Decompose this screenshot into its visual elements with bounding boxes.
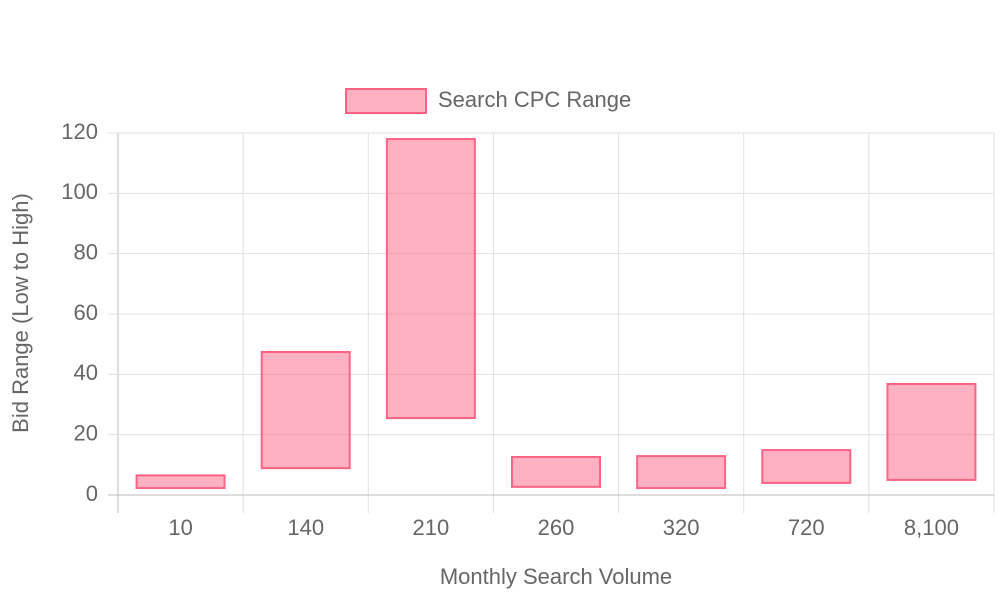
y-axis-label: Bid Range (Low to High) [8, 193, 33, 433]
bar [385, 138, 476, 420]
x-tick-label: 720 [788, 515, 825, 540]
x-tick-label: 320 [663, 515, 700, 540]
y-tick-label: 60 [74, 300, 98, 325]
x-tick-label: 210 [412, 515, 449, 540]
x-tick-label: 140 [287, 515, 324, 540]
bar [761, 449, 852, 484]
y-tick-label: 20 [74, 420, 98, 445]
y-tick-label: 120 [61, 119, 98, 144]
x-tick-label: 10 [168, 515, 192, 540]
legend-swatch [345, 88, 427, 114]
x-tick-label: 8,100 [904, 515, 959, 540]
y-tick-label: 40 [74, 360, 98, 385]
y-tick-label: 100 [61, 179, 98, 204]
bar [135, 474, 226, 490]
bar [511, 455, 601, 488]
bar [886, 382, 977, 481]
y-tick-label: 80 [74, 239, 98, 264]
bar [636, 455, 727, 490]
y-tick-label: 0 [86, 481, 98, 506]
x-axis-label: Monthly Search Volume [440, 564, 672, 589]
legend-label: Search CPC Range [438, 87, 631, 112]
bar [260, 351, 351, 470]
x-tick-label: 260 [538, 515, 575, 540]
